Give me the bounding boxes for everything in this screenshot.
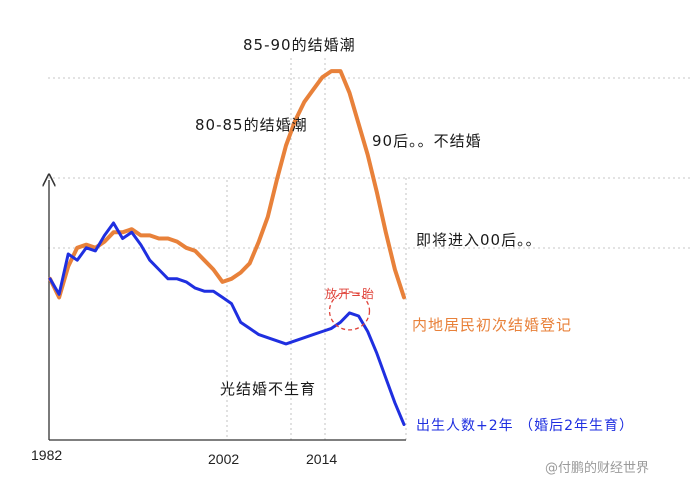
grid: [48, 58, 690, 440]
annotation-entering-post-00: 即将进入00后。。: [416, 231, 542, 249]
series-line-marriage-registration: [48, 69, 406, 300]
x-tick-label: 2002: [208, 451, 240, 467]
annotation-marry-no-birth: 光结婚不生育: [220, 380, 317, 398]
watermark: @付鹏的财经世界: [545, 461, 650, 476]
annotation-80-85-marriage-wave: 80-85的结婚潮: [195, 116, 308, 134]
axes: [49, 180, 406, 441]
highlight-circle: [328, 291, 371, 331]
x-tick-label: 2014: [306, 451, 338, 467]
annotation-policy-open: 放开=胎: [325, 287, 376, 301]
highlight-layer: [328, 291, 371, 331]
annotation-post-90-not-marrying: 90后。。不结婚: [372, 132, 482, 150]
annotation-85-90-marriage-wave: 85-90的结婚潮: [243, 36, 356, 54]
legend-label-births-plus-2: 出生人数+2年 （婚后2年生育）: [416, 418, 634, 434]
series-layer: [48, 69, 406, 426]
legend-label-marriage-registration: 内地居民初次结婚登记: [412, 316, 573, 334]
x-tick-label: 1982: [31, 447, 63, 463]
series-line-births-plus-2: [48, 221, 406, 426]
